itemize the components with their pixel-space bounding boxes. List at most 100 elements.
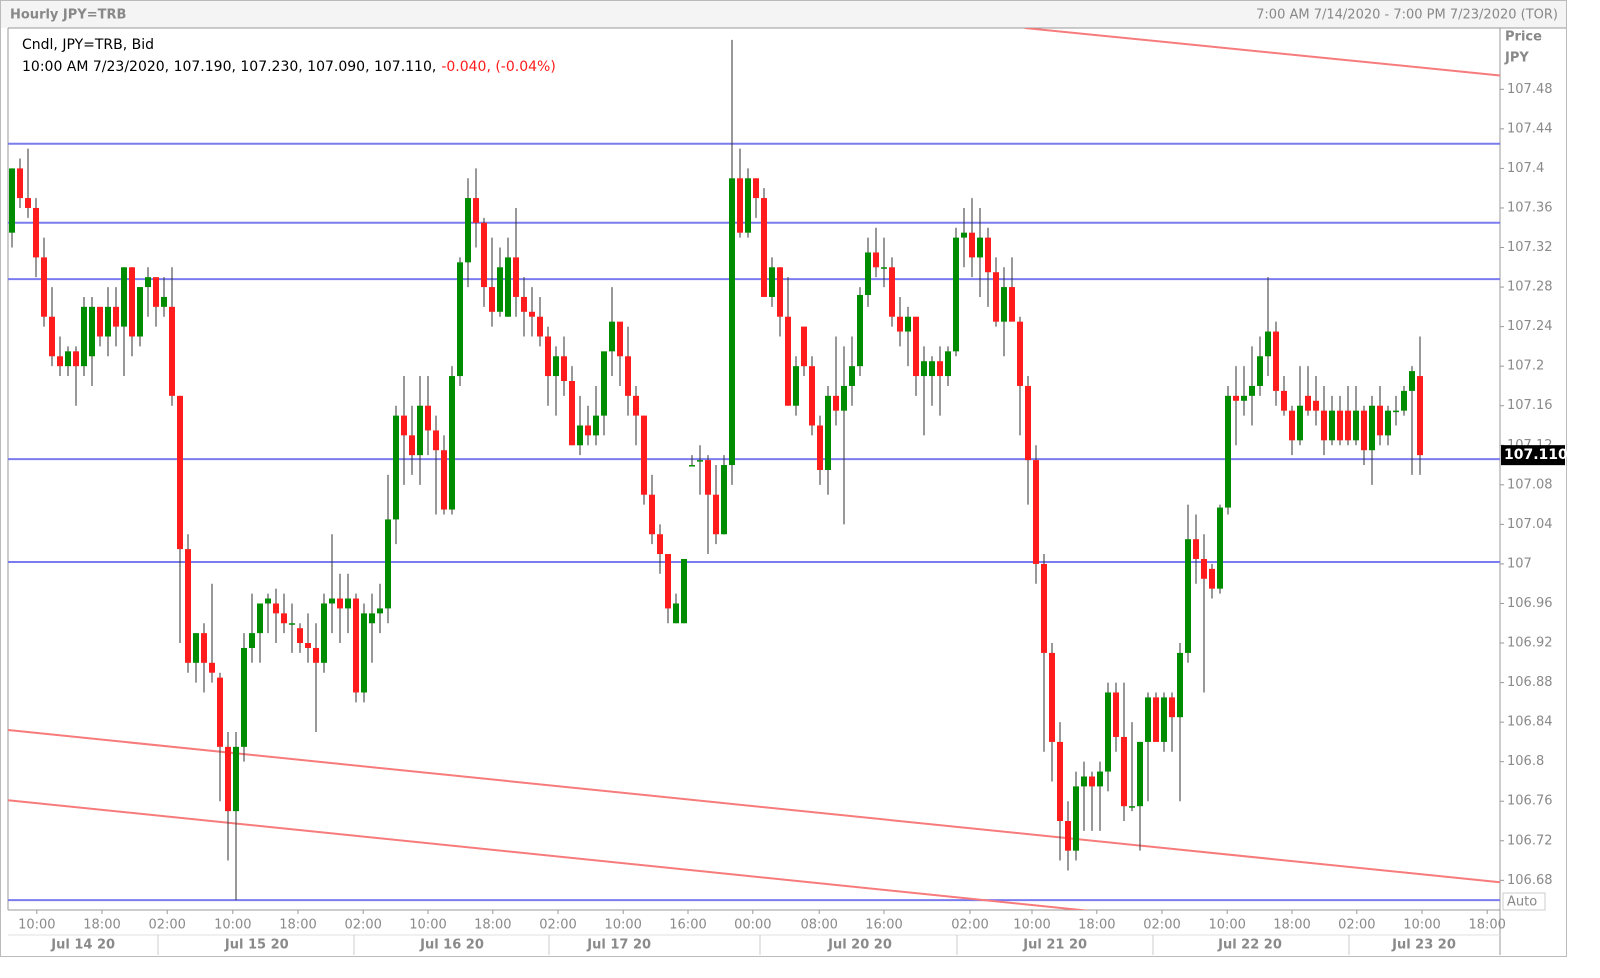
candle-body bbox=[945, 351, 951, 377]
scale-mode[interactable]: Auto bbox=[1507, 895, 1537, 910]
candle-body bbox=[1265, 331, 1271, 357]
date-label: Jul 16 20 bbox=[419, 938, 484, 953]
candle-body bbox=[233, 746, 239, 812]
candle-body bbox=[793, 366, 799, 406]
last-price-box bbox=[1501, 445, 1565, 466]
candle-body bbox=[969, 232, 975, 258]
candle-body bbox=[889, 267, 895, 317]
candle-body bbox=[473, 198, 479, 223]
candle-body bbox=[713, 494, 719, 535]
trend-line bbox=[8, 729, 1500, 884]
candle-body bbox=[1097, 771, 1103, 787]
x-tick-label: 00:00 bbox=[734, 918, 771, 933]
y-tick-label: 107.4 bbox=[1507, 161, 1544, 176]
candle-body bbox=[249, 633, 255, 648]
candle-body bbox=[33, 207, 39, 258]
x-tick-label: 10:00 bbox=[18, 918, 55, 933]
candle-body bbox=[881, 267, 887, 269]
candle-body bbox=[225, 746, 231, 812]
candle-body bbox=[217, 677, 223, 747]
candle-body bbox=[1009, 287, 1015, 322]
x-tick-label: 10:00 bbox=[1403, 918, 1440, 933]
candle-body bbox=[57, 356, 63, 367]
candle-body bbox=[497, 267, 503, 312]
candle-body bbox=[1001, 287, 1007, 322]
candle-body bbox=[1193, 539, 1199, 559]
candle-body bbox=[41, 257, 47, 317]
candle-body bbox=[921, 361, 927, 377]
frame bbox=[0, 0, 1567, 957]
candle-body bbox=[561, 356, 567, 381]
candle-body bbox=[161, 296, 167, 307]
candle-body bbox=[9, 168, 15, 233]
candle-body bbox=[449, 376, 455, 510]
x-tick-label: 02:00 bbox=[1143, 918, 1180, 933]
candle-body bbox=[985, 237, 991, 273]
candle-body bbox=[929, 361, 935, 377]
candle-body bbox=[393, 415, 399, 520]
candle-body bbox=[73, 351, 79, 367]
candle-body bbox=[537, 316, 543, 337]
candle-body bbox=[201, 633, 207, 663]
x-tick-label: 08:00 bbox=[800, 918, 837, 933]
candle-body bbox=[1257, 356, 1263, 386]
candle-body bbox=[817, 425, 823, 470]
date-label: Jul 21 20 bbox=[1022, 938, 1087, 953]
candle-body bbox=[1177, 652, 1183, 718]
x-tick-label: 10:00 bbox=[214, 918, 251, 933]
candle-body bbox=[521, 296, 527, 312]
candle-body bbox=[1113, 692, 1119, 737]
candle-body bbox=[1105, 692, 1111, 772]
candle-body bbox=[625, 356, 631, 396]
scale-button[interactable] bbox=[1502, 892, 1546, 911]
x-tick-label: 18:00 bbox=[279, 918, 316, 933]
x-tick-label: 02:00 bbox=[148, 918, 185, 933]
candle-body bbox=[1217, 507, 1223, 589]
candle-body bbox=[665, 554, 671, 609]
x-tick-label: 10:00 bbox=[409, 918, 446, 933]
candle-body bbox=[481, 222, 487, 288]
title-bar bbox=[1, 1, 1566, 28]
x-tick-label: 18:00 bbox=[1078, 918, 1115, 933]
candle-body bbox=[905, 316, 911, 332]
candle-body bbox=[1225, 395, 1231, 508]
candle-body bbox=[297, 628, 303, 644]
candle-body bbox=[617, 321, 623, 357]
candle-body bbox=[1361, 410, 1367, 451]
axis-title: Price bbox=[1505, 30, 1542, 45]
candle-body bbox=[321, 603, 327, 663]
candle-body bbox=[361, 613, 367, 693]
candle-body bbox=[897, 316, 903, 332]
candle-body bbox=[865, 252, 871, 295]
candle-body bbox=[145, 277, 151, 288]
candle-body bbox=[545, 336, 551, 377]
candle-body bbox=[953, 237, 959, 352]
candle-body bbox=[769, 267, 775, 297]
candle-body bbox=[1273, 331, 1279, 391]
candle-body bbox=[737, 178, 743, 233]
candle-body bbox=[1281, 390, 1287, 411]
candle-body bbox=[753, 178, 759, 199]
y-tick-label: 106.96 bbox=[1507, 596, 1553, 611]
candle-body bbox=[529, 311, 535, 317]
y-tick-label: 107.44 bbox=[1507, 121, 1553, 136]
candle-body bbox=[1353, 410, 1359, 441]
y-tick-label: 106.92 bbox=[1507, 636, 1553, 651]
candle-body bbox=[1289, 410, 1295, 441]
candle-body bbox=[585, 425, 591, 436]
y-tick-label: 107.36 bbox=[1507, 200, 1553, 215]
x-tick-label: 18:00 bbox=[83, 918, 120, 933]
candle-body bbox=[1305, 395, 1311, 411]
candle-body bbox=[833, 395, 839, 411]
candle-body bbox=[689, 465, 695, 467]
y-tick-label: 107.48 bbox=[1507, 82, 1553, 97]
candle-body bbox=[1233, 395, 1239, 401]
day-separators bbox=[157, 935, 1350, 955]
candle-body bbox=[89, 306, 95, 357]
date-label: Jul 23 20 bbox=[1391, 938, 1456, 953]
candle-body bbox=[353, 598, 359, 693]
candle-body bbox=[809, 366, 815, 426]
candle-body bbox=[273, 603, 279, 614]
candle-body bbox=[729, 178, 735, 466]
